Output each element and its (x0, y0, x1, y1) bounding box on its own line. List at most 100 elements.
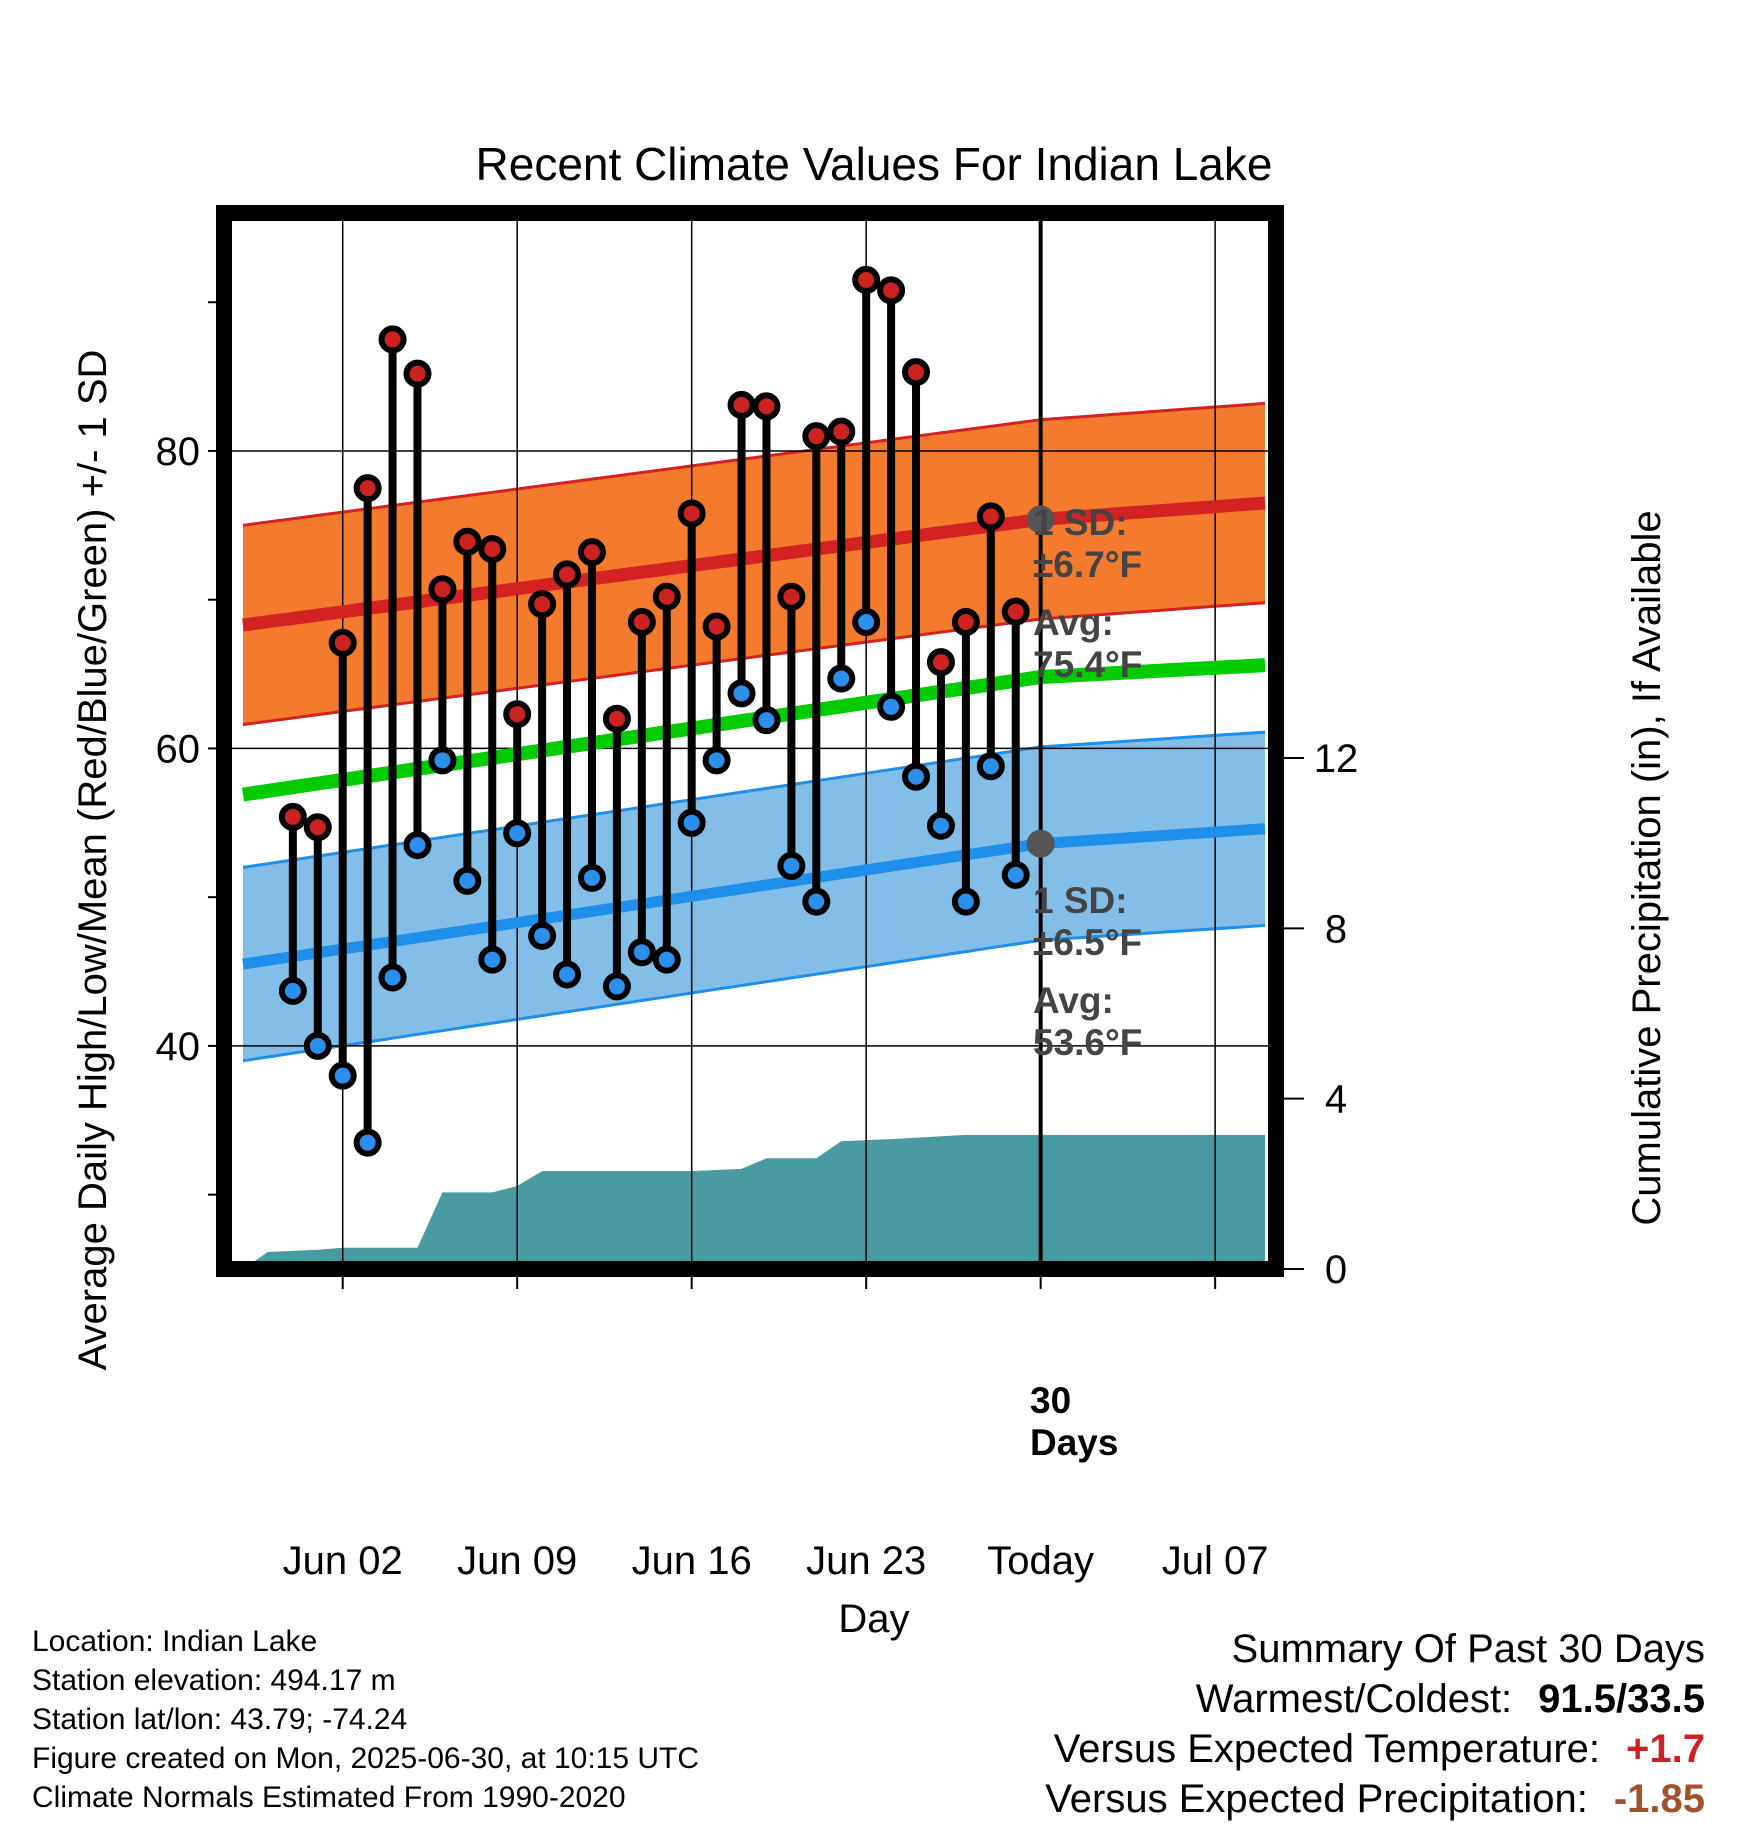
low-point (428, 746, 457, 775)
latlon-text: Station lat/lon: 43.79; -74.24 (32, 1703, 408, 1736)
low-point (503, 819, 532, 848)
x-tick-label: Jun 09 (457, 1539, 577, 1583)
low-point (652, 945, 681, 974)
low-point (902, 762, 931, 791)
high-point (1001, 597, 1030, 626)
high-point (453, 527, 482, 556)
low-point (827, 664, 856, 693)
elevation-text: Station elevation: 494.17 m (32, 1664, 396, 1697)
low-sd-band (243, 732, 1265, 1061)
normal-low-line (242, 823, 1266, 970)
low-point (627, 938, 656, 967)
low-point (852, 608, 881, 637)
low-point (777, 851, 806, 880)
low-point (303, 1031, 332, 1060)
y-right-tick-label: 8 (1325, 907, 1347, 951)
low-point (926, 811, 955, 840)
low-band-lower-edge (242, 923, 1266, 1063)
warmest-value: 91.5/33.5 (1538, 1677, 1705, 1721)
high-point (827, 417, 856, 446)
high-point (478, 535, 507, 564)
y-tick-label: 80 (156, 430, 201, 474)
created-text: Figure created on Mon, 2025-06-30, at 10… (32, 1742, 700, 1775)
precip-label: Versus Expected Precipitation: (1045, 1777, 1588, 1821)
precip-area (243, 1134, 1265, 1269)
high-sd-note: 1 SD: ±6.7°F (1033, 502, 1142, 585)
high-point (926, 648, 955, 677)
chart-title: Recent Climate Values For Indian Lake (476, 138, 1273, 190)
summary-heading: Summary Of Past 30 Days (1231, 1627, 1705, 1671)
high-point (902, 358, 931, 387)
high-point (303, 813, 332, 842)
high-point (553, 560, 582, 589)
low-point (378, 963, 407, 992)
low-point (802, 887, 831, 916)
low-point (702, 746, 731, 775)
low-point (602, 972, 631, 1001)
summary-panel: Summary Of Past 30 Days Warmest/Coldest:… (1045, 1624, 1705, 1824)
temp-label: Versus Expected Temperature: (1053, 1727, 1601, 1771)
temp-value: +1.7 (1626, 1727, 1705, 1771)
days-note: 30 Days (1030, 1380, 1118, 1463)
high-point (428, 575, 457, 604)
high-band-lower-edge (242, 601, 1266, 727)
high-point (702, 612, 731, 641)
low-avg-note: Avg: 53.6°F (1033, 980, 1142, 1063)
low-point (453, 866, 482, 895)
high-point (528, 590, 557, 619)
y-axis-label-right: Cumulative Precipitation (in), If Availa… (1625, 510, 1669, 1225)
temp-row: Versus Expected Temperature: +1.7 (1045, 1724, 1705, 1774)
high-point (652, 582, 681, 611)
low-point (752, 706, 781, 735)
high-avg-note: Avg: 75.4°F (1033, 602, 1142, 685)
high-point (577, 538, 606, 567)
x-tick-label: Jun 16 (632, 1539, 752, 1583)
high-point (328, 628, 357, 657)
x-tick-label: Jun 23 (806, 1539, 926, 1583)
plot-area: 1 SD: ±6.7°F Avg: 75.4°F 1 SD: ±6.5°F Avg: 53.6… (156, 205, 1359, 1583)
precip-value: -1.85 (1613, 1777, 1705, 1821)
x-tick-label: Jul 07 (1162, 1539, 1269, 1583)
high-avg-marker (1026, 505, 1055, 534)
low-point (553, 960, 582, 989)
high-sd-band (243, 403, 1265, 725)
high-point (777, 582, 806, 611)
high-band-upper-edge (242, 401, 1266, 527)
y-axis-label-left: Average Daily High/Low/Mean (Red/Blue/Gr… (71, 350, 115, 1371)
high-point (278, 802, 307, 831)
low-point (528, 921, 557, 950)
y-right-tick-label: 4 (1325, 1078, 1347, 1122)
high-point (627, 608, 656, 637)
normal-high-line (242, 496, 1266, 632)
high-point (378, 325, 407, 354)
low-point (478, 945, 507, 974)
high-point (976, 502, 1005, 531)
x-tick-label: Today (987, 1539, 1094, 1583)
high-point (353, 474, 382, 503)
low-point (976, 752, 1005, 781)
high-point (877, 276, 906, 305)
low-point (1001, 860, 1030, 889)
high-point (727, 390, 756, 419)
low-avg-marker (1026, 829, 1055, 858)
high-point (752, 392, 781, 421)
high-point (951, 608, 980, 637)
warmest-label: Warmest/Coldest: (1195, 1677, 1513, 1721)
station-info: Location: Indian Lake Station elevation:… (32, 1622, 699, 1817)
high-point (602, 704, 631, 733)
x-axis-label: Day (838, 1597, 909, 1641)
warmest-row: Warmest/Coldest: 91.5/33.5 (1045, 1674, 1705, 1724)
high-point (403, 359, 432, 388)
y-tick-label: 40 (156, 1025, 201, 1069)
y-right-tick-label: 0 (1325, 1248, 1347, 1292)
location-text: Location: Indian Lake (32, 1625, 318, 1658)
low-point (278, 976, 307, 1005)
low-point (727, 679, 756, 708)
y-right-tick-label: 12 (1314, 737, 1359, 781)
plot-frame (216, 205, 1284, 1277)
low-sd-note: 1 SD: ±6.5°F (1033, 880, 1142, 963)
low-point (328, 1061, 357, 1090)
high-point (852, 265, 881, 294)
low-point (577, 863, 606, 892)
high-point (802, 422, 831, 451)
